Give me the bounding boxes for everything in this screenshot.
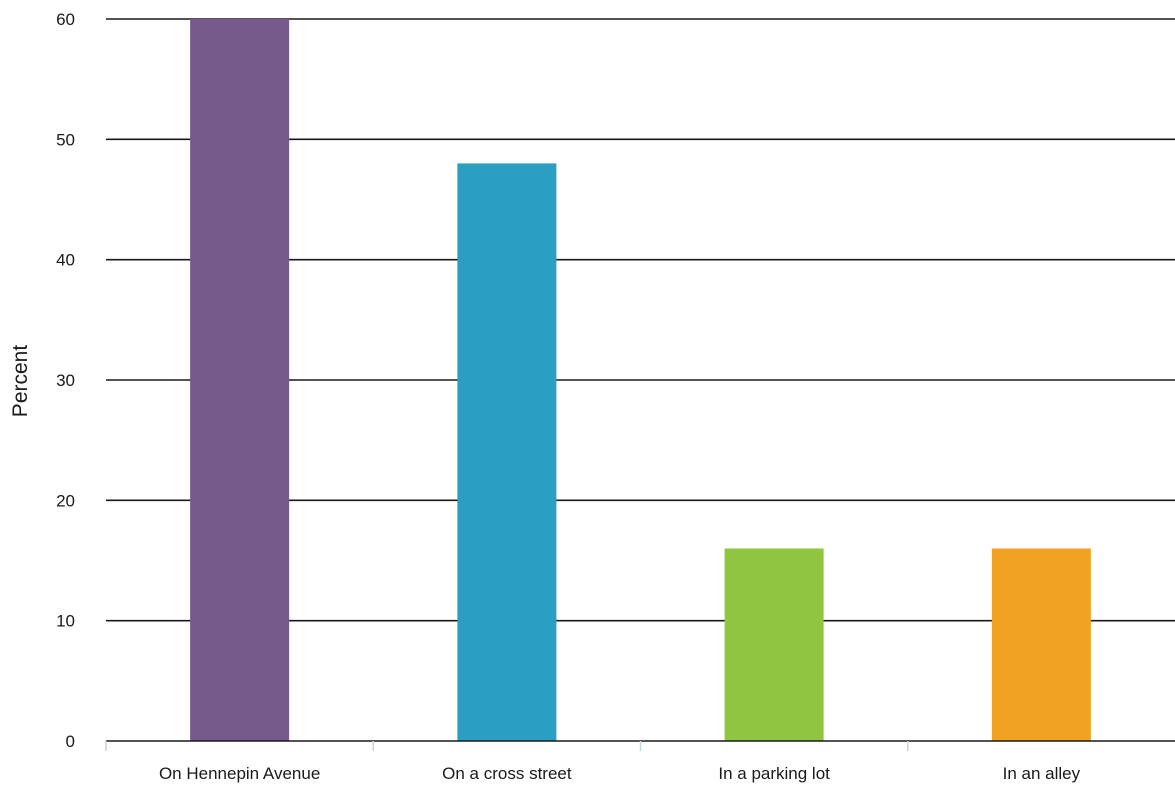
y-tick-label: 0 [66, 732, 75, 751]
bar-2 [457, 163, 557, 741]
x-tick-label: On Hennepin Avenue [159, 764, 320, 783]
y-tick-label: 50 [56, 130, 75, 149]
y-tick-label: 60 [56, 10, 75, 29]
y-axis-title: Percent [9, 345, 32, 418]
x-tick-label: In an alley [1003, 764, 1081, 783]
x-tick-label: In a parking lot [718, 764, 830, 783]
y-tick-label: 10 [56, 612, 75, 631]
y-tick-label: 20 [56, 491, 75, 510]
y-tick-label: 30 [56, 371, 75, 390]
bar-3 [724, 548, 824, 741]
bar-1 [190, 19, 290, 741]
x-axis [105, 740, 1175, 751]
x-tick-labels: On Hennepin Avenue On a cross street In a … [159, 764, 1081, 783]
x-tick-label: On a cross street [442, 764, 572, 783]
bars [190, 19, 1091, 741]
y-tick-labels: 0 10 20 30 40 50 60 [56, 10, 75, 751]
bar-4 [991, 548, 1091, 741]
y-tick-label: 40 [56, 251, 75, 270]
